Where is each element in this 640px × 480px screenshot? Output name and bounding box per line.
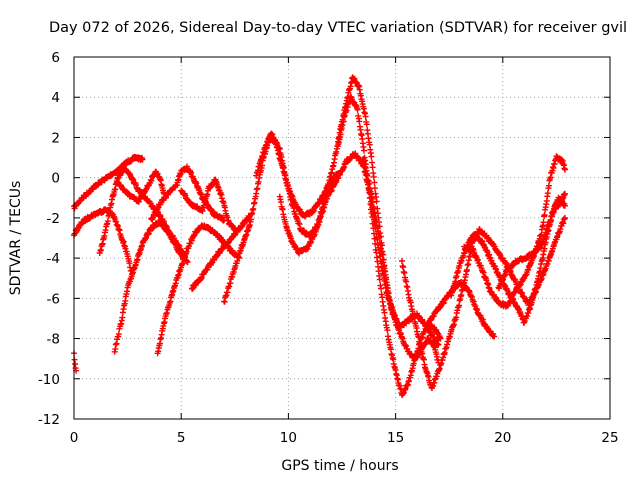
series-track bbox=[424, 279, 498, 340]
series-track bbox=[148, 163, 228, 224]
x-tick-label: 10 bbox=[280, 430, 297, 446]
x-tick-label: 0 bbox=[70, 430, 79, 446]
series-track bbox=[111, 218, 187, 355]
x-tick-labels: 0 5 10 15 20 25 bbox=[70, 430, 619, 446]
series-track bbox=[495, 190, 568, 292]
data-point-markers bbox=[154, 222, 243, 357]
x-tick-label: 15 bbox=[387, 430, 404, 446]
series-track bbox=[113, 168, 167, 205]
y-tick-label: 2 bbox=[51, 130, 60, 146]
plot-frame bbox=[73, 56, 611, 420]
series-track bbox=[154, 222, 243, 357]
data-point-markers bbox=[71, 350, 80, 374]
grid-lines bbox=[74, 57, 610, 419]
data-point-markers bbox=[111, 218, 187, 355]
series-track bbox=[461, 153, 568, 310]
y-axis-label: SDTVAR / TECUs bbox=[8, 181, 24, 296]
axis-ticks bbox=[73, 56, 611, 420]
data-point-markers bbox=[334, 93, 444, 399]
data-point-markers bbox=[188, 212, 253, 292]
data-points bbox=[71, 74, 568, 399]
y-tick-labels: -12 -10 -8 -6 -4 -2 0 2 4 6 bbox=[38, 50, 60, 428]
y-tick-label: 4 bbox=[51, 90, 60, 106]
x-tick-label: 5 bbox=[177, 430, 186, 446]
series-track bbox=[71, 350, 80, 374]
data-point-markers bbox=[178, 176, 238, 233]
data-point-markers bbox=[424, 279, 498, 340]
y-tick-label: -6 bbox=[47, 291, 60, 307]
y-tick-label: -12 bbox=[38, 412, 60, 428]
x-axis-label: GPS time / hours bbox=[281, 458, 398, 474]
y-tick-label: 6 bbox=[51, 50, 60, 66]
series-track bbox=[188, 212, 253, 292]
x-tick-label: 25 bbox=[601, 430, 618, 446]
y-tick-label: -4 bbox=[47, 251, 60, 267]
x-tick-label: 20 bbox=[494, 430, 511, 446]
data-point-markers bbox=[495, 190, 568, 292]
data-point-markers bbox=[360, 155, 442, 366]
y-tick-label: -2 bbox=[47, 211, 60, 227]
series-track bbox=[360, 155, 442, 366]
data-point-markers bbox=[461, 153, 568, 310]
data-point-markers bbox=[148, 163, 228, 224]
series-track bbox=[178, 176, 238, 233]
y-tick-label: 0 bbox=[51, 171, 60, 187]
y-tick-label: -8 bbox=[47, 332, 60, 348]
series-track bbox=[334, 93, 444, 399]
y-tick-label: -10 bbox=[38, 372, 60, 388]
data-point-markers bbox=[113, 168, 167, 205]
chart-title: Day 072 of 2026, Sidereal Day-to-day VTE… bbox=[49, 20, 627, 36]
